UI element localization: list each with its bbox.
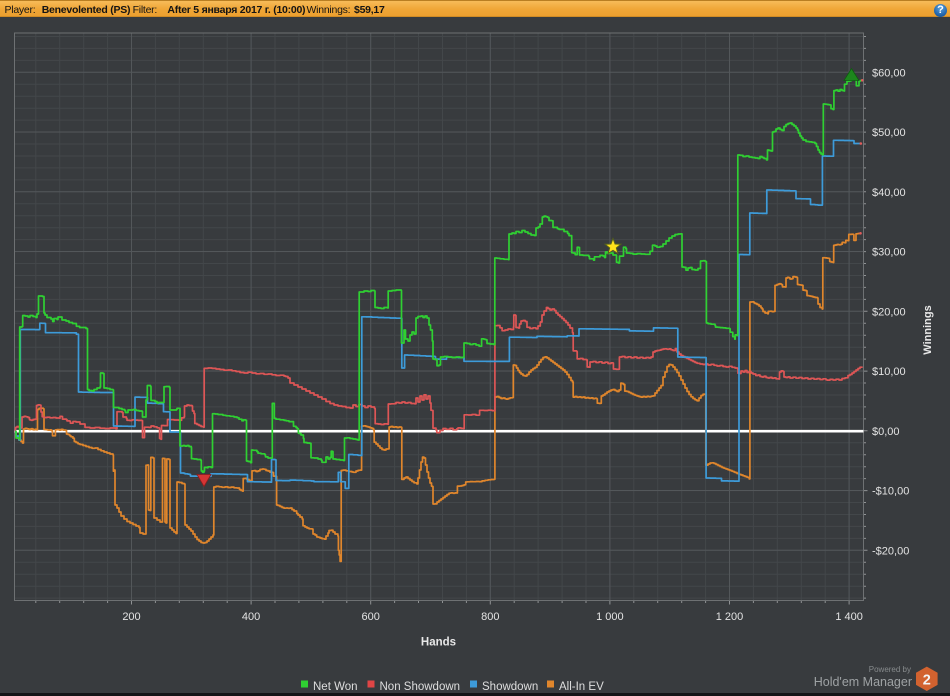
svg-text:All-In EV: All-In EV — [559, 681, 604, 693]
svg-text:$20,00: $20,00 — [872, 306, 906, 318]
svg-text:800: 800 — [481, 611, 499, 623]
svg-text:Net Won: Net Won — [313, 681, 358, 693]
svg-text:1 400: 1 400 — [835, 611, 863, 623]
svg-text:Hands: Hands — [421, 637, 456, 649]
svg-text:Showdown: Showdown — [482, 681, 538, 693]
svg-text:$50,00: $50,00 — [872, 127, 906, 139]
svg-text:-$10,00: -$10,00 — [872, 486, 909, 498]
svg-text:Winnings: Winnings — [922, 305, 934, 354]
svg-text:1 200: 1 200 — [716, 611, 744, 623]
svg-text:400: 400 — [242, 611, 260, 623]
svg-text:Hold'em Manager: Hold'em Manager — [814, 675, 912, 689]
svg-text:200: 200 — [122, 611, 140, 623]
svg-text:Powered by: Powered by — [869, 665, 911, 674]
svg-text:-$20,00: -$20,00 — [872, 545, 909, 557]
svg-text:$30,00: $30,00 — [872, 247, 906, 259]
svg-text:2: 2 — [923, 672, 931, 688]
svg-text:1 000: 1 000 — [596, 611, 624, 623]
svg-text:$40,00: $40,00 — [872, 187, 906, 199]
svg-text:600: 600 — [362, 611, 380, 623]
svg-text:$10,00: $10,00 — [872, 366, 906, 378]
svg-text:$0,00: $0,00 — [872, 426, 900, 438]
svg-text:$60,00: $60,00 — [872, 67, 906, 79]
svg-text:Non Showdown: Non Showdown — [380, 681, 461, 693]
